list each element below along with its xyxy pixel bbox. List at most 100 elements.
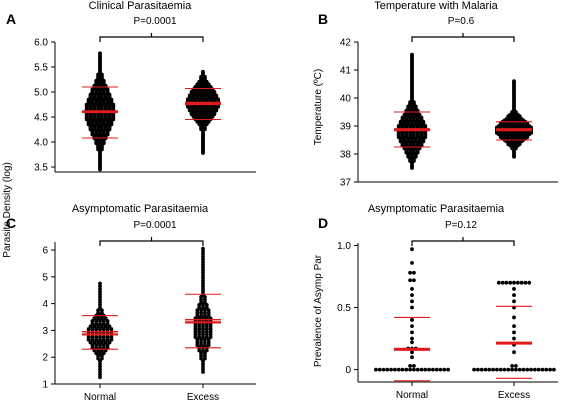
panel-d-point-normal (412, 363, 416, 368)
panel-d-point-excess (498, 367, 503, 372)
panel-c-point-excess (195, 308, 200, 313)
panel-c-point-excess (204, 303, 209, 307)
panel-a-y-tick-label: 6.0 (34, 38, 48, 49)
panel-d-y-axis-label: Prevalence of Asymp Par (313, 254, 324, 367)
panel-d-point-normal (410, 336, 414, 341)
panel-c-point-normal (94, 321, 99, 326)
panel-c-letter: C (6, 215, 16, 231)
panel-d-point-normal (410, 340, 414, 345)
panel-c-point-excess (201, 324, 205, 329)
panel-d-point-normal (410, 287, 414, 291)
panel-d-point-excess (523, 280, 528, 285)
panel-c-point-normal (96, 353, 100, 358)
panel-c-point-excess (199, 297, 204, 302)
panel-c-point-normal (101, 319, 106, 323)
panel-c-point-excess (206, 340, 211, 345)
panel-d-point-excess (544, 367, 549, 372)
panel-d-point-normal (442, 367, 447, 372)
panel-c-point-excess (193, 335, 198, 340)
panel-d-point-excess (479, 367, 484, 372)
panel-c-point-excess (201, 327, 205, 331)
panel-c-point-excess (201, 284, 205, 289)
panel-d-significance-bracket (411, 237, 515, 246)
panel-d-point-excess (515, 280, 520, 285)
panel-c-point-normal (98, 303, 102, 307)
panel-a-letter: A (6, 11, 16, 27)
panel-c-point-excess (203, 313, 207, 318)
panel-c-point-normal (96, 316, 100, 321)
panel-c-point-normal (101, 327, 106, 331)
panel-d-point-excess (500, 280, 505, 285)
panel-c-point-excess (201, 335, 205, 340)
panel-d-point-excess (472, 367, 476, 372)
panel-d-point-normal (410, 350, 414, 355)
panel-d-point-normal (410, 318, 414, 322)
panel-c-point-normal (105, 337, 110, 342)
panel-c-point-excess (203, 308, 207, 313)
panel-c-point-excess (199, 356, 204, 361)
panel-c-point-normal (101, 335, 106, 340)
panel-d-point-normal (400, 367, 405, 372)
panel-b-y-tick-label: 37 (340, 178, 352, 189)
panel-c-point-normal (98, 335, 102, 340)
panel-c-point-normal (100, 356, 104, 361)
panel-c-point-excess (201, 281, 205, 286)
panel-c-point-excess (204, 348, 209, 353)
panel-c-point-normal (86, 327, 91, 331)
panel-d-point-excess (476, 367, 480, 372)
panel-c-point-excess (201, 262, 205, 267)
panel-c-point-excess (203, 343, 207, 348)
panel-c-point-normal (98, 370, 102, 374)
panel-c-point-excess (201, 289, 205, 294)
panel-c-point-normal (92, 324, 97, 329)
panel-c-point-excess (193, 329, 198, 334)
panel-d-point-normal (412, 367, 416, 372)
panel-c-point-excess (201, 276, 205, 281)
panel-c-point-normal (101, 343, 106, 348)
panel-d-point-normal (423, 367, 428, 372)
panel-c-point-normal (100, 340, 104, 345)
panel-c-point-excess (199, 353, 204, 358)
panel-c-point-normal (98, 305, 102, 310)
panel-c-point-normal (96, 340, 100, 345)
panel-d-point-excess (487, 367, 492, 372)
panel-c-point-normal (103, 340, 108, 345)
panel-c-point-excess (204, 329, 209, 334)
panel-c-point-normal (86, 337, 91, 342)
panel-b-y-tick-label: 41 (340, 66, 352, 77)
panel-c-point-excess (204, 327, 209, 331)
panel-d-point-normal (410, 305, 414, 310)
panel-c-point-normal (100, 308, 104, 313)
panel-c-point-normal (98, 284, 102, 289)
panel-c-point-excess (203, 353, 207, 358)
panel-c-point-excess (199, 313, 204, 318)
panel-c-point-excess (208, 324, 213, 329)
panel-a-y-tick-label: 5.5 (34, 63, 48, 74)
panel-c-point-excess (204, 305, 209, 310)
panel-a-y-tick-label: 3.5 (34, 163, 48, 174)
panel-c-point-excess (199, 337, 204, 342)
panel-c-point-excess (206, 311, 211, 315)
panel-c-point-excess (197, 348, 202, 353)
panel-d-title: Asymptomatic Parasitaemia (368, 203, 505, 215)
panel-c-point-excess (197, 332, 202, 337)
panel-c-y-tick-label: 2 (42, 353, 48, 364)
panel-c-point-normal (109, 327, 114, 331)
panel-c-point-excess (201, 246, 205, 251)
panel-c-point-excess (195, 343, 200, 348)
panel-d-point-normal (385, 367, 390, 372)
panel-c-point-excess (201, 332, 205, 337)
panel-c-point-excess (208, 329, 213, 334)
panel-d-point-normal (381, 367, 386, 372)
panel-c-point-excess (197, 324, 202, 329)
panel-d-point-excess (533, 367, 537, 372)
panel-d-point-excess (512, 280, 516, 285)
panel-d-point-normal (408, 363, 412, 368)
panel-a: A Clinical Parasitaemia P=0.0001 3.5 4.0 4… (6, 0, 256, 174)
panel-d-point-normal (410, 247, 414, 252)
panel-c-point-excess (204, 332, 209, 337)
panel-d-point-normal (410, 293, 414, 298)
panel-c-point-normal (98, 281, 102, 286)
panel-c-point-excess (199, 340, 204, 345)
panel-c-point-excess (203, 297, 207, 302)
